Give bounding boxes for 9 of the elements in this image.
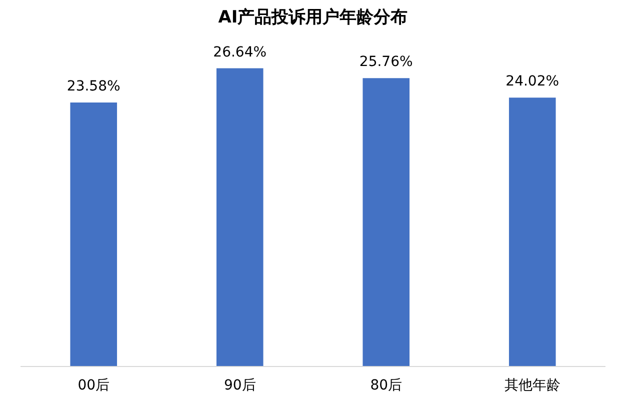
chart-title: AI产品投诉用户年龄分布: [218, 8, 408, 28]
x-tick-label: 90后: [224, 378, 256, 394]
x-tick-label: 00后: [78, 378, 110, 394]
x-tick-label: 80后: [370, 378, 402, 394]
x-tick-label: 其他年龄: [504, 378, 560, 394]
data-label: 26.64%: [213, 44, 267, 60]
data-label: 25.76%: [359, 54, 413, 70]
data-label: 24.02%: [506, 74, 560, 90]
data-label: 23.58%: [66, 78, 120, 95]
